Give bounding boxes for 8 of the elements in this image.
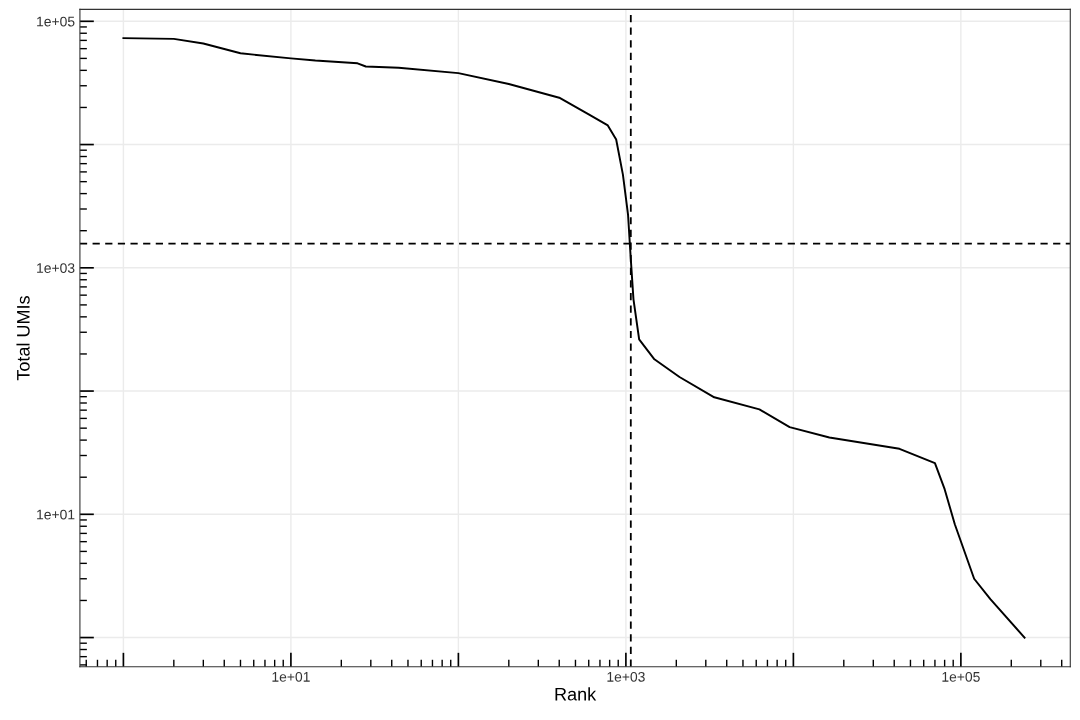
- y-tick-label: 1e+05: [37, 16, 75, 27]
- y-axis-title: Total UMIs: [16, 296, 30, 381]
- x-axis-title: Rank: [555, 687, 597, 701]
- x-tick-label: 1e+01: [272, 671, 310, 682]
- x-tick-label: 1e+03: [607, 671, 645, 682]
- y-tick-label: 1e+01: [37, 509, 75, 520]
- y-tick-label: 1e+03: [37, 263, 75, 273]
- x-tick-label: 1e+05: [942, 671, 980, 682]
